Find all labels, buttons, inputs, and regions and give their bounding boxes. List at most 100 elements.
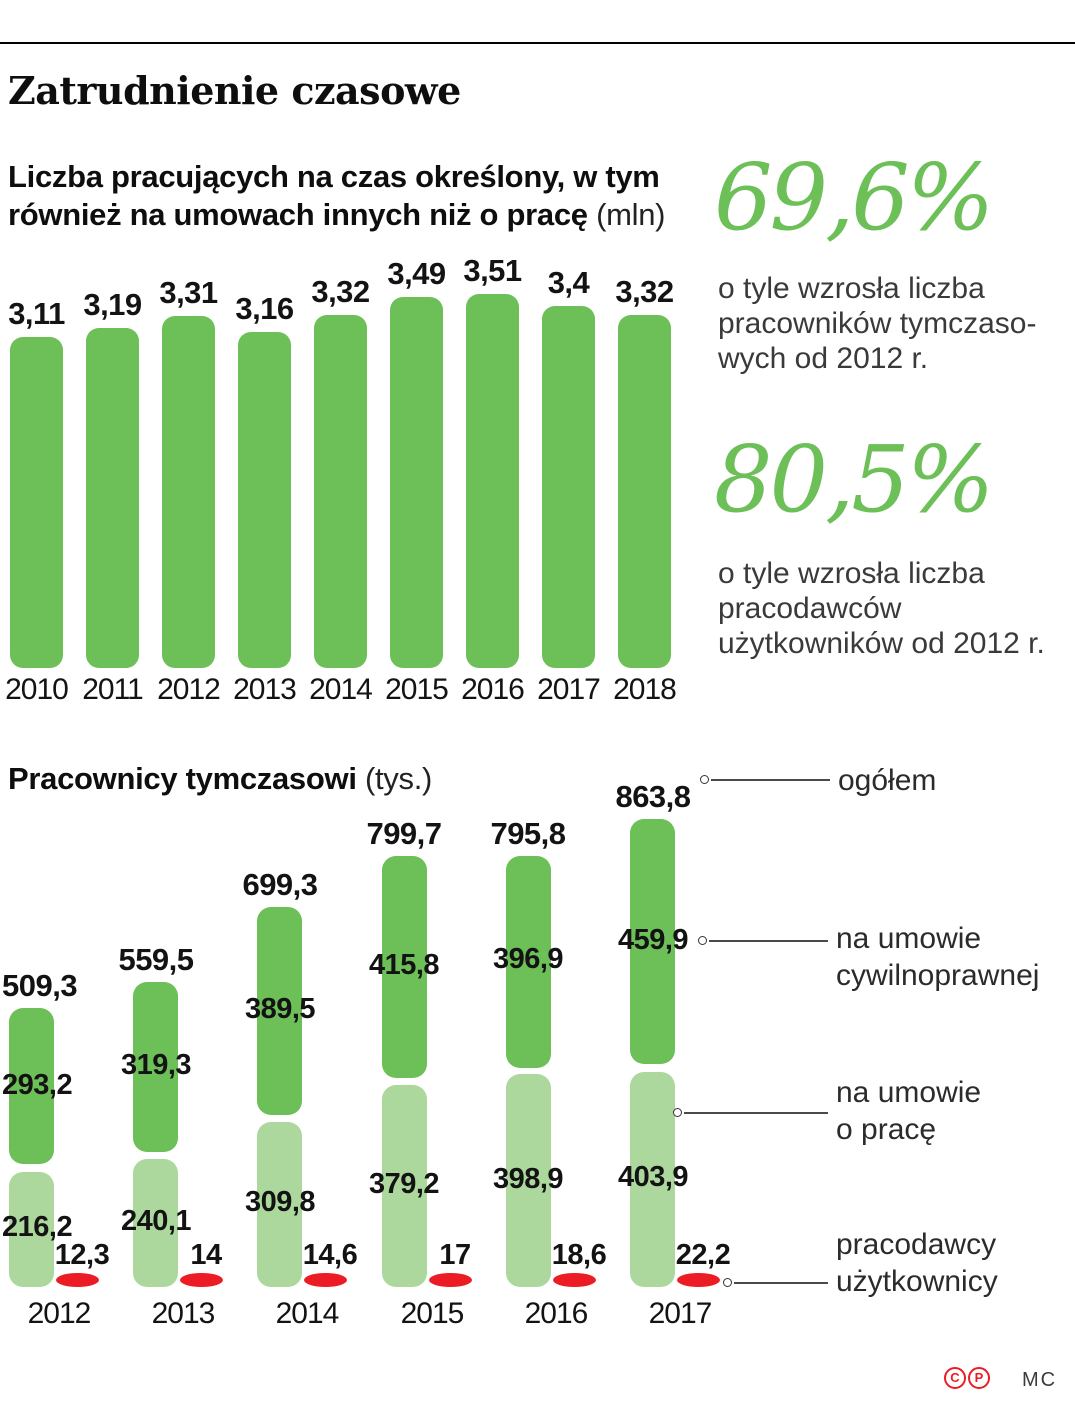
x-axis-year-label: 2015 <box>400 1297 465 1330</box>
legend-connector-line-civil-contract <box>709 940 828 942</box>
bar <box>86 328 139 668</box>
bar-value-label: 3,11 <box>8 296 65 331</box>
total-label: 863,8 <box>615 779 691 814</box>
total-label: 799,7 <box>366 816 442 851</box>
civil-contract-segment <box>506 856 551 1068</box>
x-axis-year-label: 2016 <box>461 673 525 706</box>
legend-connector-dot-employer-users <box>723 1278 732 1287</box>
bar-value-label: 3,4 <box>547 265 590 300</box>
bar-value-label: 3,32 <box>311 274 370 309</box>
civil-contract-segment <box>133 982 178 1152</box>
employer-users-ellipse <box>180 1273 223 1287</box>
x-axis-year-label: 2017 <box>537 673 601 706</box>
legend-connector-dot-civil-contract <box>698 936 707 945</box>
x-axis-year-label: 2012 <box>157 673 221 706</box>
chart2-title: Pracownicy tymczasowi (tys.) <box>8 760 713 798</box>
stat-employer-users-growth: 80,5% <box>714 426 994 533</box>
employer-users-label: 17 <box>439 1239 471 1271</box>
x-axis-year-label: 2016 <box>524 1297 589 1330</box>
legend-label-total: ogółem <box>838 764 937 797</box>
civil-contract-segment <box>382 856 427 1078</box>
employer-users-ellipse <box>56 1273 99 1287</box>
civil-contract-label: 459,9 <box>617 924 689 956</box>
legend-connector-line-employment-contract <box>684 1112 828 1114</box>
bar <box>10 337 63 668</box>
x-axis-year-label: 2017 <box>648 1297 713 1330</box>
top-rule <box>0 42 1075 44</box>
legend-label-employment-contract: na umowie o pracę <box>836 1076 982 1146</box>
employment-contract-segment <box>133 1159 178 1287</box>
bar-value-label: 3,16 <box>235 291 294 326</box>
employment-contract-segment <box>257 1122 302 1287</box>
civil-contract-label: 319,3 <box>120 1049 192 1081</box>
total-label: 699,3 <box>242 867 318 902</box>
stat-temp-workers-growth-desc: o tyle wzrosła liczba pracowników tymcza… <box>718 272 1037 375</box>
legend-connector-line-employer-users <box>734 1282 828 1284</box>
bar <box>390 297 443 668</box>
x-axis-year-label: 2018 <box>613 673 677 706</box>
employment-contract-label: 379,2 <box>368 1168 440 1200</box>
employer-users-ellipse <box>429 1273 472 1287</box>
employer-users-label: 14,6 <box>302 1239 358 1271</box>
bar-value-label: 3,19 <box>83 287 142 322</box>
employment-contract-label: 240,1 <box>120 1205 192 1237</box>
bar-value-label: 3,31 <box>159 275 218 310</box>
legend-connector-dot-total <box>700 775 709 784</box>
bar <box>162 316 215 668</box>
x-axis-year-label: 2012 <box>27 1297 92 1330</box>
legend-label-employer-users: pracodawcy użytkownicy <box>836 1228 998 1298</box>
civil-contract-label: 293,2 <box>2 1069 73 1101</box>
employment-contract-segment <box>630 1072 675 1287</box>
page-title: Zatrudnienie czasowe <box>8 68 461 113</box>
chart1-title-text: Liczba pracujących na czas określony, w … <box>8 159 660 232</box>
x-axis-year-label: 2013 <box>233 673 297 706</box>
total-label: 509,3 <box>2 968 78 1003</box>
x-axis-year-label: 2015 <box>385 673 449 706</box>
author-initials: MC <box>1022 1369 1058 1391</box>
x-axis-year-label: 2014 <box>309 673 373 706</box>
employer-users-label: 12,3 <box>54 1239 110 1271</box>
employment-contract-label: 403,9 <box>617 1161 689 1193</box>
chart2-title-text: Pracownicy tymczasowi <box>8 761 357 796</box>
employment-contract-label: 398,9 <box>492 1163 564 1195</box>
x-axis-year-label: 2011 <box>82 673 144 706</box>
chart1-title: Liczba pracujących na czas określony, w … <box>8 158 713 234</box>
civil-contract-label: 389,5 <box>244 993 316 1025</box>
employment-contract-segment <box>9 1172 54 1287</box>
bar <box>618 315 671 668</box>
employment-contract-segment <box>506 1074 551 1287</box>
civil-contract-label: 396,9 <box>492 943 564 975</box>
circled-p-icon: P <box>968 1367 990 1389</box>
total-label: 795,8 <box>490 816 566 851</box>
legend-label-civil-contract: na umowie cywilnoprawnej <box>836 922 1040 992</box>
bar <box>314 315 367 668</box>
bar-value-label: 3,49 <box>387 256 446 291</box>
x-axis-year-label: 2013 <box>151 1297 216 1330</box>
employer-users-ellipse <box>304 1273 347 1287</box>
legend-connector-dot-employment-contract <box>673 1108 682 1117</box>
legend-connector-line-total <box>711 779 830 781</box>
civil-contract-segment <box>257 907 302 1115</box>
bar-value-label: 3,51 <box>463 253 522 288</box>
civil-contract-segment <box>9 1008 54 1164</box>
employer-users-label: 14 <box>190 1239 222 1271</box>
employer-users-label: 18,6 <box>551 1239 607 1271</box>
copyright-icon: C <box>944 1367 966 1389</box>
chart2-unit: (tys.) <box>364 761 433 796</box>
stat-employer-users-growth-desc: o tyle wzrosła liczba pracodawców użytko… <box>718 557 1045 660</box>
total-label: 559,5 <box>118 942 194 977</box>
employment-contract-label: 309,8 <box>244 1186 316 1218</box>
employer-users-ellipse <box>553 1273 596 1287</box>
x-axis-year-label: 2014 <box>275 1297 340 1330</box>
x-axis-year-label: 2010 <box>5 673 69 706</box>
civil-contract-segment <box>630 819 675 1064</box>
employment-contract-label: 216,2 <box>2 1211 73 1243</box>
bar <box>466 294 519 668</box>
employment-contract-segment <box>382 1085 427 1287</box>
employer-users-ellipse <box>677 1273 720 1287</box>
chart1-unit: (mln) <box>596 197 666 232</box>
employer-users-label: 22,2 <box>675 1239 731 1271</box>
